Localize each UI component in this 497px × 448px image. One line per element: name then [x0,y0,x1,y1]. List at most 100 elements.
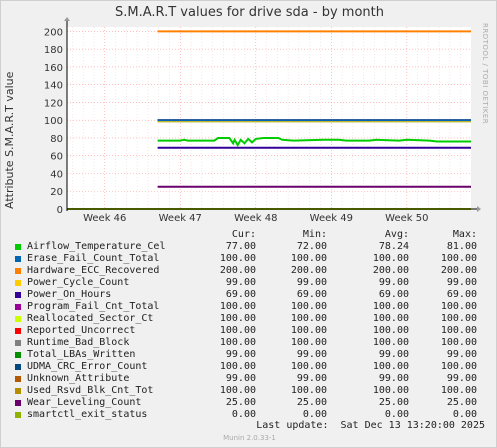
legend-max-value: 100.00 [440,325,477,336]
series-line [157,137,471,148]
legend-series-name: Erase_Fail_Count_Total [27,253,160,264]
legend-min-value: 100.00 [290,253,327,264]
legend-min-value: 99.00 [296,373,327,384]
legend-max-value: 200.00 [440,265,477,276]
legend-row: smartctl_exit_status 0.00 0.00 0.00 0.00 [13,409,483,421]
legend-avg-value: 69.00 [378,289,409,300]
plot-area [67,27,471,209]
legend-cur-value: 0.00 [231,409,256,420]
legend-min-value: 100.00 [290,361,327,372]
legend-series-name: Wear_Leveling_Count [27,397,142,408]
legend-avg-value: 99.00 [378,277,409,288]
legend-swatch [15,304,21,310]
legend-avg-value: 100.00 [372,337,409,348]
rrdtool-watermark-text: RRDTOOL / TOBI OETIKER [481,23,489,125]
legend-max-value: 99.00 [446,277,477,288]
legend-swatch [15,376,21,382]
legend-swatch [15,328,21,334]
legend-row: Erase_Fail_Count_Total 100.00 100.00 100.00… [13,253,483,265]
y-tick-label: 100 [44,116,63,127]
y-tick-label: 60 [50,152,63,163]
y-tick-label: 140 [44,81,63,92]
legend-swatch [15,388,21,394]
x-axis-arrow [477,206,481,212]
y-tick-label: 180 [44,45,63,56]
legend-avg-value: 100.00 [372,301,409,312]
legend-row: Program_Fail_Cnt_Total 100.00 100.00 100.00… [13,301,483,313]
x-tick-label: Week 49 [310,213,353,224]
legend-row: Used_Rsvd_Blk_Cnt_Tot 100.00 100.00 100.00 1… [13,385,483,397]
y-tick-label: 80 [50,134,63,145]
legend-row: Runtime_Bad_Block 100.00 100.00 100.00 100.0… [13,337,483,349]
x-tick-label: Week 46 [83,213,126,224]
legend-cur-value: 99.00 [225,277,256,288]
legend-swatch [15,280,21,286]
legend-row: Reallocated_Sector_Ct 100.00 100.00 100.00 1… [13,313,483,325]
legend-header-row: Cur: Min: Avg: Max: [13,229,483,241]
legend-max-value: 69.00 [446,289,477,300]
legend-cur-value: 77.00 [225,241,256,252]
legend-series-name: Reallocated_Sector_Ct [27,313,154,324]
legend-series-name: Power_Cycle_Count [27,277,130,288]
legend-row: Airflow_Temperature_Cel 77.00 72.00 78.24 81… [13,241,483,253]
legend-swatch [15,256,21,262]
legend-cur-value: 99.00 [225,349,256,360]
legend-avg-value: 0.00 [384,409,409,420]
legend-row: Hardware_ECC_Recovered 200.00 200.00 200.00… [13,265,483,277]
legend-swatch [15,292,21,298]
legend-avg-value: 25.00 [378,397,409,408]
legend-max-value: 99.00 [446,349,477,360]
y-tick-label: 20 [50,187,63,198]
x-tick-label: Week 50 [385,213,428,224]
y-tick-label: 0 [57,205,63,216]
legend-min-value: 25.00 [296,397,327,408]
legend-avg-value: 78.24 [378,241,409,252]
legend-header-min: Min: [302,229,327,240]
rrdtool-watermark: RRDTOOL / TOBI OETIKER [481,23,497,124]
legend-series-name: Used_Rsvd_Blk_Cnt_Tot [27,385,154,396]
legend-max-value: 100.00 [440,361,477,372]
legend-min-value: 69.00 [296,289,327,300]
legend-min-value: 99.00 [296,277,327,288]
legend-max-value: 99.00 [446,373,477,384]
legend-series-name: Program_Fail_Cnt_Total [27,301,160,312]
legend-series-name: UDMA_CRC_Error_Count [27,361,148,372]
legend-min-value: 72.00 [296,241,327,252]
legend-row: Power_Cycle_Count 99.00 99.00 99.00 99.00 [13,277,483,289]
legend-swatch [15,268,21,274]
legend-series-name: Reported_Uncorrect [27,325,136,336]
legend-swatch [15,352,21,358]
y-axis-arrow [64,17,70,21]
chart-title: S.M.A.R.T values for drive sda - by mont… [115,5,384,20]
y-tick-label: 120 [44,98,63,109]
legend-avg-value: 100.00 [372,253,409,264]
legend-swatch [15,412,21,418]
legend-series-name: Hardware_ECC_Recovered [27,265,160,276]
legend-avg-value: 200.00 [372,265,409,276]
legend-cur-value: 100.00 [219,361,256,372]
legend-row: Power_On_Hours 69.00 69.00 69.00 69.00 [13,289,483,301]
legend-min-value: 100.00 [290,325,327,336]
legend-cur-value: 100.00 [219,253,256,264]
legend-header-max: Max: [452,229,477,240]
legend-header-cur: Cur: [231,229,256,240]
legend-header-avg: Avg: [384,229,409,240]
legend-swatch [15,340,21,346]
legend-series-name: Airflow_Temperature_Cel [27,241,166,252]
legend-swatch [15,316,21,322]
legend-swatch [15,364,21,370]
y-tick-label: 160 [44,63,63,74]
legend-swatch [15,400,21,406]
legend-row: Total_LBAs_Written 99.00 99.00 99.00 99.00 [13,349,483,361]
legend-row: UDMA_CRC_Error_Count 100.00 100.00 100.00 10… [13,361,483,373]
legend-max-value: 100.00 [440,385,477,396]
legend-min-value: 100.00 [290,385,327,396]
legend-swatch [15,244,21,250]
last-update: Last update: Sat Dec 13 13:20:00 2025 [256,420,485,431]
legend-max-value: 100.00 [440,253,477,264]
legend-avg-value: 99.00 [378,349,409,360]
legend-row: Reported_Uncorrect 100.00 100.00 100.00 100.… [13,325,483,337]
legend-row: Unknown_Attribute 99.00 99.00 99.00 99.00 [13,373,483,385]
legend-avg-value: 100.00 [372,325,409,336]
